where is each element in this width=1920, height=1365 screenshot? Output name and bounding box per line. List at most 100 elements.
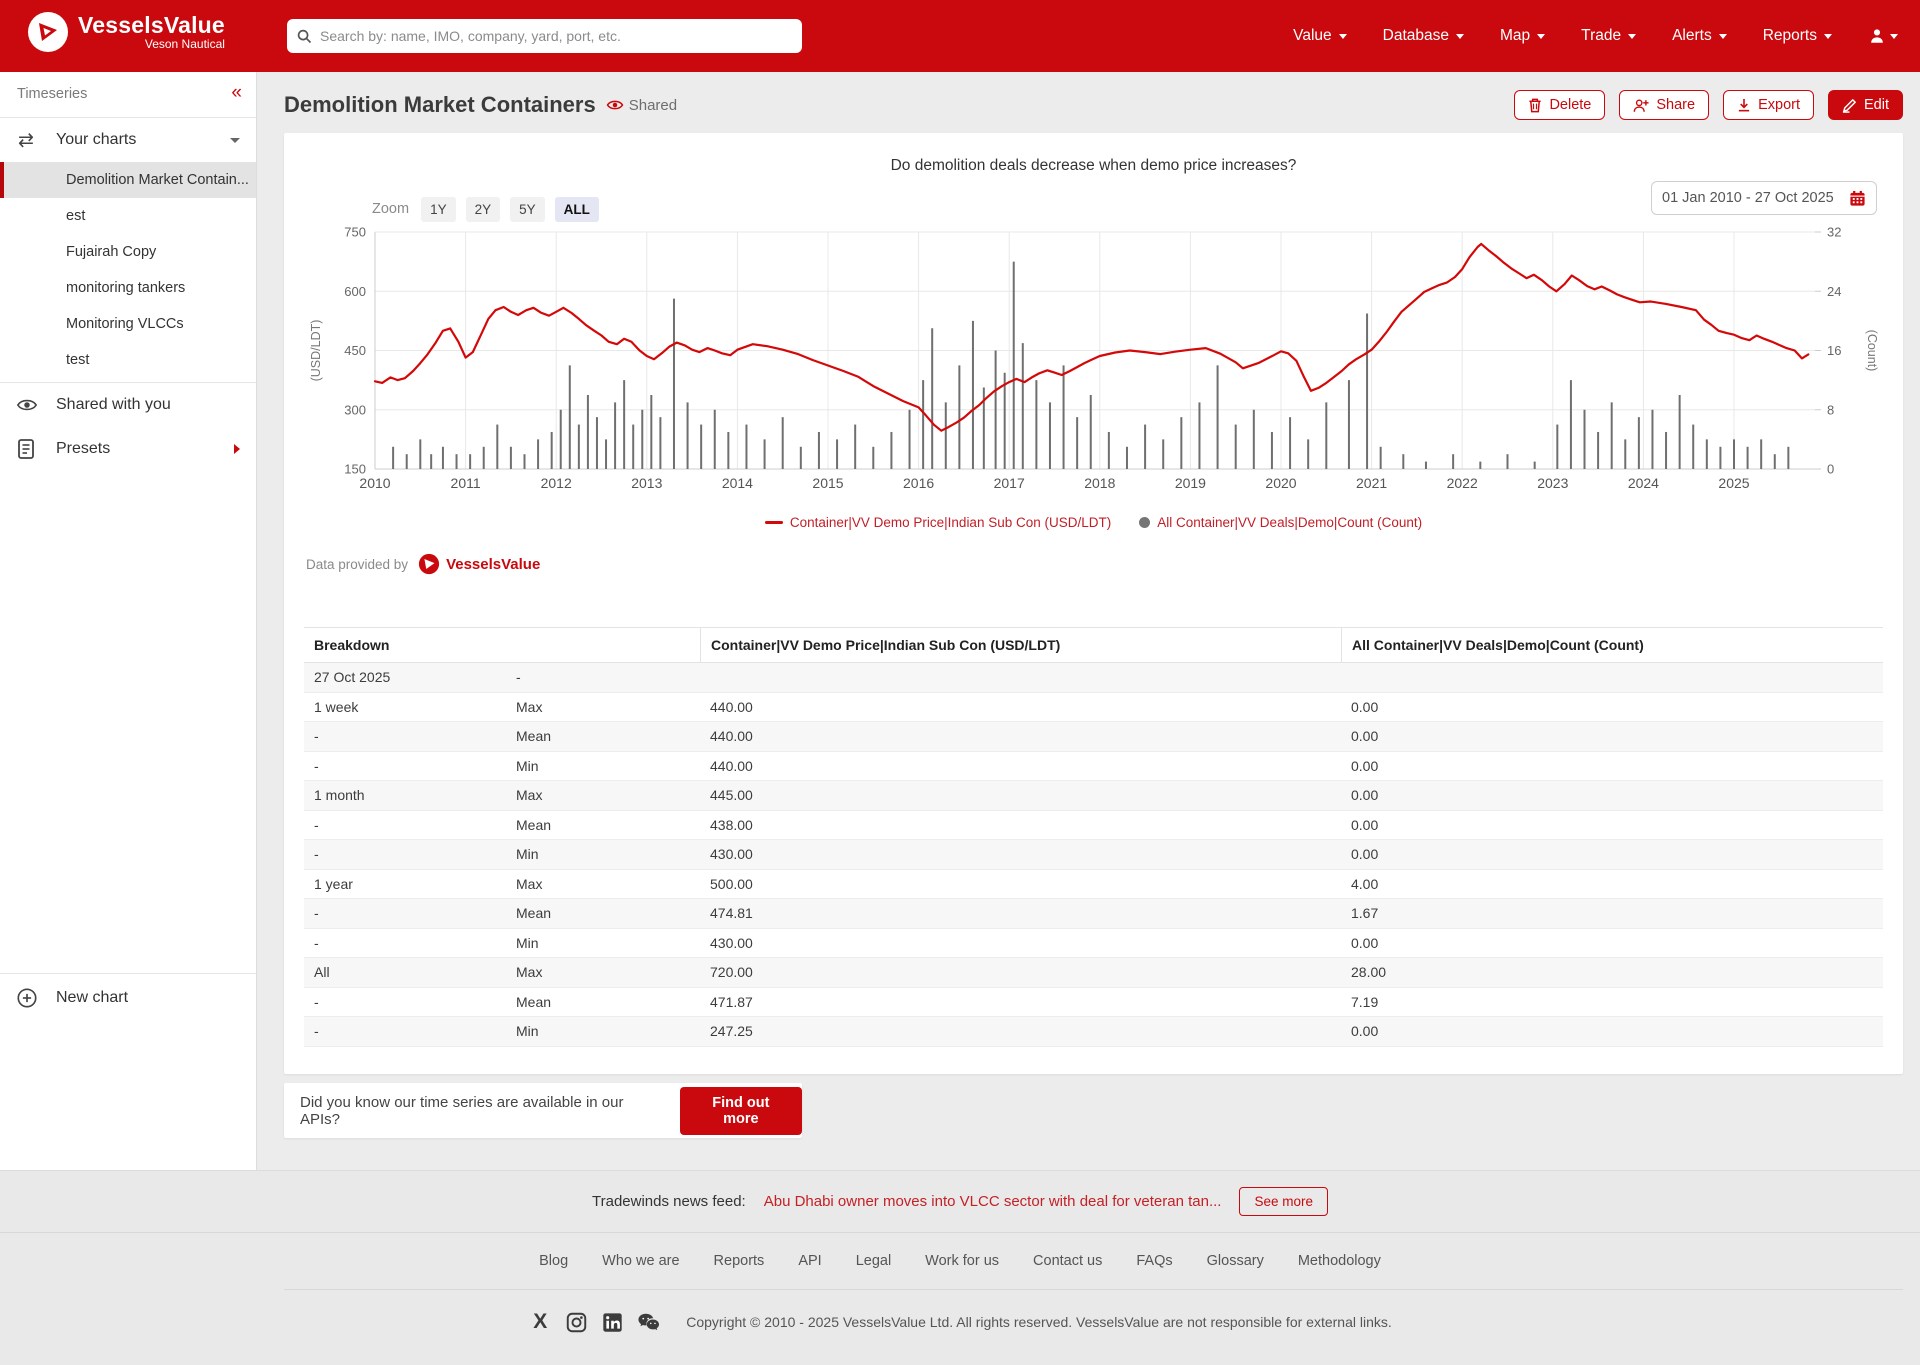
brand-logo[interactable]: VesselsValue Veson Nautical	[28, 12, 225, 52]
svg-text:(Count): (Count)	[1865, 330, 1879, 372]
sidebar-chart-item[interactable]: monitoring tankers	[66, 280, 186, 296]
table-cell-count: 0.00	[1351, 757, 1379, 774]
table-cell-count: 0.00	[1351, 698, 1379, 715]
footer-link-contact-us[interactable]: Contact us	[1033, 1253, 1103, 1269]
nav-item-alerts[interactable]: Alerts	[1672, 27, 1727, 45]
share-button[interactable]: Share	[1619, 90, 1710, 120]
svg-text:2024: 2024	[1628, 475, 1659, 491]
svg-text:2013: 2013	[631, 475, 662, 491]
sidebar-chart-item[interactable]: Demolition Market Contain...	[0, 162, 256, 198]
table-cell-count: 28.00	[1351, 964, 1387, 981]
table-cell-period: -	[314, 934, 319, 951]
legend-item[interactable]: Container|VV Demo Price|Indian Sub Con (…	[764, 515, 1111, 530]
instagram-icon[interactable]	[564, 1310, 588, 1334]
table-cell-stat: Max	[516, 787, 543, 804]
table-column-header: Breakdown	[314, 637, 390, 653]
sidebar-item-shared-with-you[interactable]: Shared with you	[0, 383, 256, 427]
table-cell-stat: Mean	[516, 816, 552, 833]
chevron-down-icon	[1537, 33, 1546, 39]
sidebar-item-presets[interactable]: Presets	[0, 427, 256, 471]
delete-button[interactable]: Delete	[1514, 90, 1606, 120]
table-cell-period: -	[314, 1023, 319, 1040]
footer-link-who-we-are[interactable]: Who we are	[602, 1253, 680, 1269]
sidebar-chart-item[interactable]: test	[66, 352, 90, 368]
shared-badge: Shared	[606, 96, 677, 114]
date-range-picker[interactable]: 01 Jan 2010 - 27 Oct 2025	[1651, 181, 1877, 215]
footer-link-reports[interactable]: Reports	[713, 1253, 765, 1269]
export-button[interactable]: Export	[1723, 90, 1814, 120]
sidebar-chart-item[interactable]: Monitoring VLCCs	[66, 316, 184, 332]
zoom-option-5y[interactable]: 5Y	[510, 196, 545, 222]
legend-circle-marker	[1139, 517, 1151, 528]
footer-link-api[interactable]: API	[798, 1253, 822, 1269]
nav-item-reports[interactable]: Reports	[1763, 27, 1832, 45]
wechat-icon[interactable]	[636, 1310, 660, 1334]
svg-text:2010: 2010	[359, 475, 390, 491]
table-cell-period: 1 year	[314, 875, 353, 892]
sidebar-chart-item[interactable]: Fujairah Copy	[66, 244, 157, 260]
global-search[interactable]	[287, 19, 802, 53]
find-out-more-button[interactable]: Find out more	[679, 1086, 802, 1135]
table-cell-price: 430.00	[710, 934, 753, 951]
linkedin-icon[interactable]	[600, 1310, 624, 1334]
svg-text:2019: 2019	[1175, 475, 1206, 491]
legend-line-marker	[764, 521, 783, 524]
legend-item[interactable]: All Container|VV Deals|Demo|Count (Count…	[1139, 515, 1422, 530]
table-cell-period: -	[314, 905, 319, 922]
table-cell-stat: Min	[516, 757, 539, 774]
zoom-option-1y[interactable]: 1Y	[421, 196, 456, 222]
nav-item-map[interactable]: Map	[1500, 27, 1546, 45]
sidebar-chart-item[interactable]: est	[66, 208, 86, 224]
zoom-option-2y[interactable]: 2Y	[465, 196, 501, 222]
download-icon	[1738, 98, 1750, 111]
new-chart-button[interactable]: New chart	[0, 974, 256, 1022]
timeseries-chart[interactable]: 750 600 450 300 150 32 24 16 8 0 2010 2011 2012 2013 2…	[284, 193, 1903, 505]
table-cell-price: 440.00	[710, 728, 753, 745]
table-row: - Mean 471.87 7.19	[304, 988, 1883, 1017]
top-bar: VesselsValue Veson Nautical Value Databas…	[0, 0, 1920, 72]
news-feed-label: Tradewinds news feed:	[592, 1193, 746, 1210]
x-icon[interactable]: X	[533, 1310, 548, 1333]
footer-link-blog[interactable]: Blog	[539, 1253, 569, 1269]
api-promo-text: Did you know our time series are availab…	[300, 1093, 624, 1128]
search-input[interactable]	[320, 28, 792, 44]
chart-title: Do demolition deals decrease when demo p…	[890, 157, 1297, 174]
svg-text:2022: 2022	[1447, 475, 1478, 491]
table-row: - Mean 474.81 1.67	[304, 899, 1883, 929]
nav-item-trade[interactable]: Trade	[1581, 27, 1637, 45]
table-cell-stat: Mean	[516, 993, 552, 1010]
nav-item-database[interactable]: Database	[1382, 27, 1465, 45]
nav-item-label: Reports	[1762, 27, 1817, 44]
person-plus-icon	[1633, 98, 1649, 112]
copyright-text: Copyright © 2010 - 2025 VesselsValue Ltd…	[686, 1314, 1392, 1330]
chevron-right-icon	[234, 444, 240, 454]
footer-link-methodology[interactable]: Methodology	[1297, 1253, 1381, 1269]
svg-text:2021: 2021	[1356, 475, 1387, 491]
pencil-icon	[1842, 98, 1857, 113]
user-menu[interactable]	[1868, 27, 1898, 45]
see-more-button[interactable]: See more	[1239, 1187, 1328, 1216]
svg-text:150: 150	[344, 462, 366, 477]
footer-link-faqs[interactable]: FAQs	[1136, 1253, 1173, 1269]
news-headline-link[interactable]: Abu Dhabi owner moves into VLCC sector w…	[763, 1193, 1222, 1210]
zoom-option-all[interactable]: ALL	[554, 196, 599, 222]
footer-link-work-for-us[interactable]: Work for us	[925, 1253, 1000, 1269]
sidebar-group-your-charts[interactable]: ⇄ Your charts	[0, 118, 256, 162]
svg-text:2023: 2023	[1537, 475, 1568, 491]
table-row: - Min 430.00 0.00	[304, 840, 1883, 870]
edit-button[interactable]: Edit	[1828, 90, 1903, 120]
nav-item-value[interactable]: Value	[1293, 27, 1347, 45]
table-cell-stat: Min	[516, 1023, 539, 1040]
user-icon	[1871, 29, 1883, 43]
footer-link-legal[interactable]: Legal	[855, 1253, 892, 1269]
data-provided-label: Data provided by	[306, 556, 409, 572]
chevron-down-icon	[1456, 33, 1465, 39]
calendar-icon[interactable]	[1849, 190, 1866, 207]
table-row: - Min 440.00 0.00	[304, 752, 1883, 781]
footer-link-glossary[interactable]: Glossary	[1206, 1253, 1264, 1269]
svg-text:32: 32	[1827, 225, 1841, 240]
sidebar-collapse-button[interactable]: «	[231, 82, 242, 103]
table-cell-price: 440.00	[710, 698, 753, 715]
nav-item-label: Database	[1382, 27, 1450, 44]
legend-label: All Container|VV Deals|Demo|Count (Count…	[1157, 515, 1423, 530]
